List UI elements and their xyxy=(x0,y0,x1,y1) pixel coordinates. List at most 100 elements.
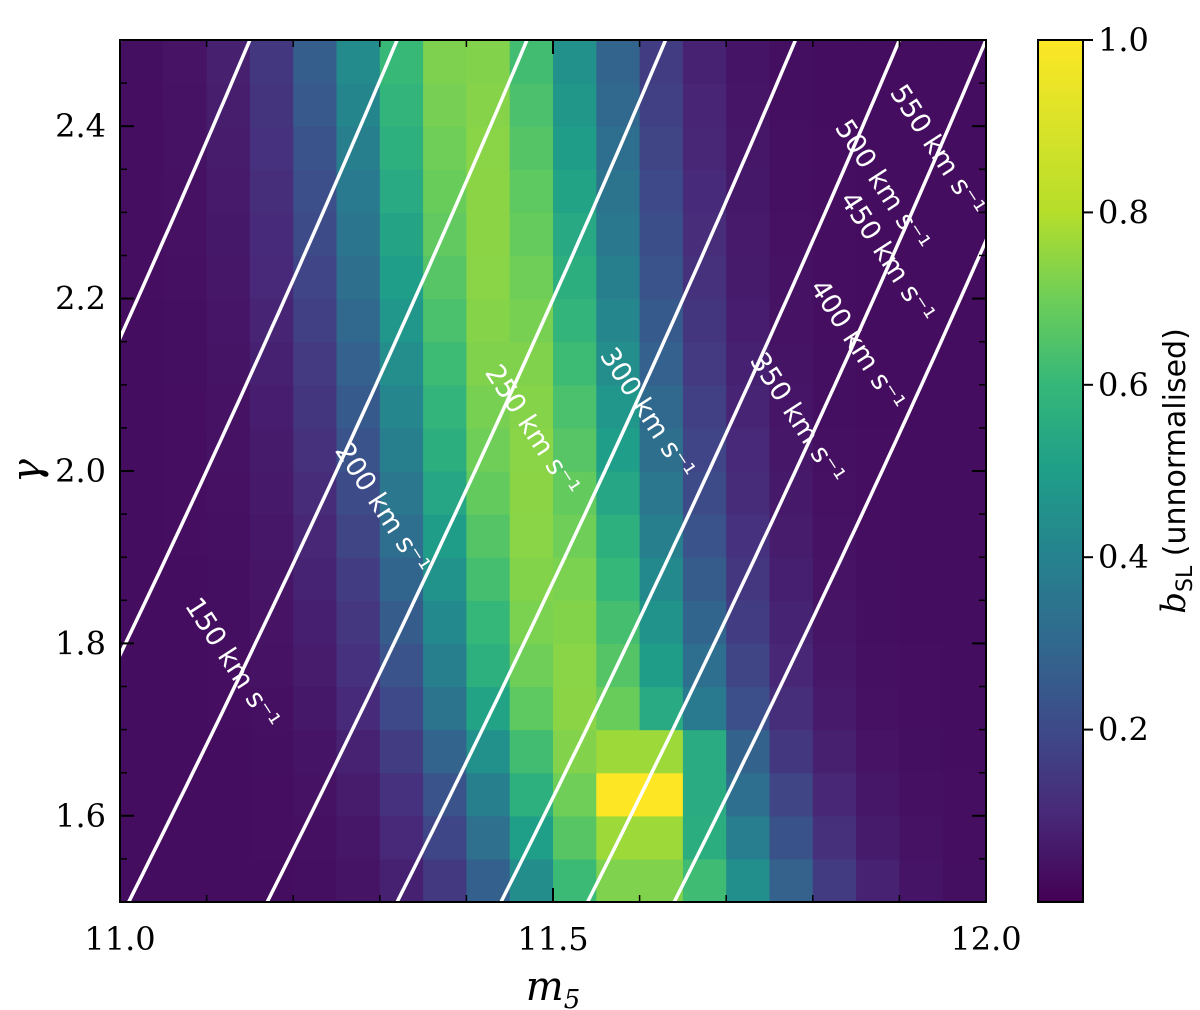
axis-ticks: 11.0 11.5 12.0 1.6 1.8 2.0 2.2 2.4 xyxy=(55,40,1022,958)
heatmap-cell xyxy=(163,212,208,257)
heatmap-cell xyxy=(509,126,554,170)
heatmap-cell xyxy=(163,255,208,300)
heatmap-cell xyxy=(596,729,641,774)
heatmap-cell xyxy=(466,557,511,601)
heatmap-cell xyxy=(942,169,986,213)
heatmap-cell xyxy=(206,815,251,860)
heatmap-cell xyxy=(942,686,986,731)
colorbar-tick-label: 0.8 xyxy=(1098,193,1149,231)
heatmap-cell xyxy=(336,815,381,860)
heatmap-cell xyxy=(249,384,294,429)
colorbar-tick-label: 1.0 xyxy=(1098,21,1149,59)
heatmap-cell xyxy=(206,600,251,644)
heatmap-cell xyxy=(423,126,467,170)
heatmap-cell xyxy=(379,686,424,731)
heatmap-cell xyxy=(639,600,684,644)
heatmap-cell xyxy=(509,643,554,688)
heatmap-cell xyxy=(553,83,597,127)
heatmap-cell xyxy=(466,341,511,386)
heatmap-cell xyxy=(206,858,251,902)
heatmap-cell xyxy=(423,40,467,84)
heatmap-cell xyxy=(293,686,338,731)
heatmap-cell xyxy=(769,83,814,127)
heatmap-cell xyxy=(769,772,814,817)
heatmap-cell xyxy=(682,600,727,644)
heatmap-cell xyxy=(336,772,381,817)
heatmap-cell xyxy=(120,643,164,688)
heatmap-cell xyxy=(553,772,597,817)
heatmap-cell xyxy=(596,341,641,386)
heatmap-cell xyxy=(682,729,727,774)
heatmap-cell xyxy=(466,471,511,515)
heatmap-cell xyxy=(249,686,294,731)
heatmap-cell xyxy=(336,169,381,213)
heatmap-cell xyxy=(942,384,986,429)
heatmap-cell xyxy=(639,126,684,170)
heatmap-cell xyxy=(163,858,208,902)
heatmap-cell xyxy=(726,298,771,343)
heatmap-cell xyxy=(120,169,164,213)
heatmap-cell xyxy=(423,341,467,386)
heatmap-cell xyxy=(293,298,338,343)
heatmap-cell xyxy=(942,729,986,774)
colorbar-title: bSL (unnormalised) xyxy=(1154,328,1198,614)
heatmap-cell xyxy=(249,772,294,817)
heatmap-cell xyxy=(163,471,208,515)
colorbar-tick-label: 0.6 xyxy=(1098,366,1149,404)
heatmap-cell xyxy=(553,427,597,472)
y-tick-label: 1.6 xyxy=(55,797,106,835)
contour-line xyxy=(395,40,798,902)
heatmap-cell xyxy=(812,255,857,300)
heatmap-cell xyxy=(466,686,511,731)
heatmap-cell xyxy=(942,643,986,688)
heatmap-cell xyxy=(293,600,338,644)
heatmap-cell xyxy=(163,815,208,860)
heatmap-cell xyxy=(639,557,684,601)
heatmap-cell xyxy=(336,298,381,343)
heatmap-cell xyxy=(942,772,986,817)
heatmap-cells xyxy=(120,40,986,902)
heatmap-cell xyxy=(509,255,554,300)
heatmap-cell xyxy=(726,815,771,860)
heatmap-cell xyxy=(682,255,727,300)
heatmap-cell xyxy=(206,169,251,213)
heatmap-cell xyxy=(336,514,381,558)
heatmap-cell xyxy=(596,471,641,515)
heatmap-cell xyxy=(596,212,641,257)
heatmap-cell xyxy=(466,815,511,860)
heatmap-cell xyxy=(120,686,164,731)
heatmap-cell xyxy=(293,471,338,515)
heatmap-cell xyxy=(423,643,467,688)
heatmap-cell xyxy=(466,40,511,84)
heatmap-cell xyxy=(899,600,944,644)
heatmap-cell xyxy=(206,341,251,386)
heatmap-cell xyxy=(682,514,727,558)
heatmap-cell xyxy=(726,40,771,84)
heatmap-cell xyxy=(509,83,554,127)
heatmap-cell xyxy=(423,427,467,472)
heatmap-cell xyxy=(379,83,424,127)
heatmap-cell xyxy=(509,169,554,213)
heatmap-cell xyxy=(206,557,251,601)
heatmap-cell xyxy=(596,255,641,300)
heatmap-cell xyxy=(466,514,511,558)
contour-line xyxy=(127,40,529,902)
y-tick-label: 2.4 xyxy=(55,107,106,145)
heatmap-cell xyxy=(639,83,684,127)
heatmap-cell xyxy=(639,514,684,558)
heatmap-cell xyxy=(726,600,771,644)
heatmap-cell xyxy=(942,815,986,860)
heatmap-cell xyxy=(293,126,338,170)
x-axis-title: m5 xyxy=(526,964,580,1010)
heatmap-cell xyxy=(856,858,900,902)
heatmap-cell xyxy=(336,255,381,300)
heatmap-cell xyxy=(942,514,986,558)
x-axis-title-sub: 5 xyxy=(564,985,581,1010)
heatmap-cell xyxy=(726,212,771,257)
heatmap-cell xyxy=(249,643,294,688)
heatmap-cell xyxy=(596,858,641,902)
y-tick-label: 2.0 xyxy=(55,452,106,490)
heatmap-cell xyxy=(336,686,381,731)
heatmap-cell xyxy=(812,600,857,644)
contour-line xyxy=(120,40,252,343)
